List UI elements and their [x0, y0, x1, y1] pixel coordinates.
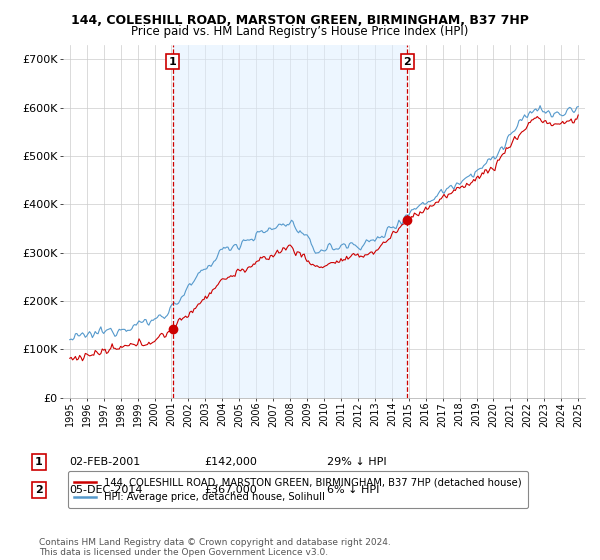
Text: 2: 2 — [404, 57, 411, 67]
Text: 2: 2 — [35, 485, 43, 495]
Text: 02-FEB-2001: 02-FEB-2001 — [69, 457, 140, 467]
Text: £142,000: £142,000 — [204, 457, 257, 467]
Text: Price paid vs. HM Land Registry’s House Price Index (HPI): Price paid vs. HM Land Registry’s House … — [131, 25, 469, 38]
Text: £367,000: £367,000 — [204, 485, 257, 495]
Text: 6% ↓ HPI: 6% ↓ HPI — [327, 485, 379, 495]
Text: 29% ↓ HPI: 29% ↓ HPI — [327, 457, 386, 467]
Text: 1: 1 — [169, 57, 176, 67]
Text: 144, COLESHILL ROAD, MARSTON GREEN, BIRMINGHAM, B37 7HP: 144, COLESHILL ROAD, MARSTON GREEN, BIRM… — [71, 14, 529, 27]
Text: 1: 1 — [35, 457, 43, 467]
Text: Contains HM Land Registry data © Crown copyright and database right 2024.
This d: Contains HM Land Registry data © Crown c… — [39, 538, 391, 557]
Text: 05-DEC-2014: 05-DEC-2014 — [69, 485, 143, 495]
Bar — [173, 45, 407, 398]
Legend: 144, COLESHILL ROAD, MARSTON GREEN, BIRMINGHAM, B37 7HP (detached house), HPI: A: 144, COLESHILL ROAD, MARSTON GREEN, BIRM… — [68, 472, 527, 508]
